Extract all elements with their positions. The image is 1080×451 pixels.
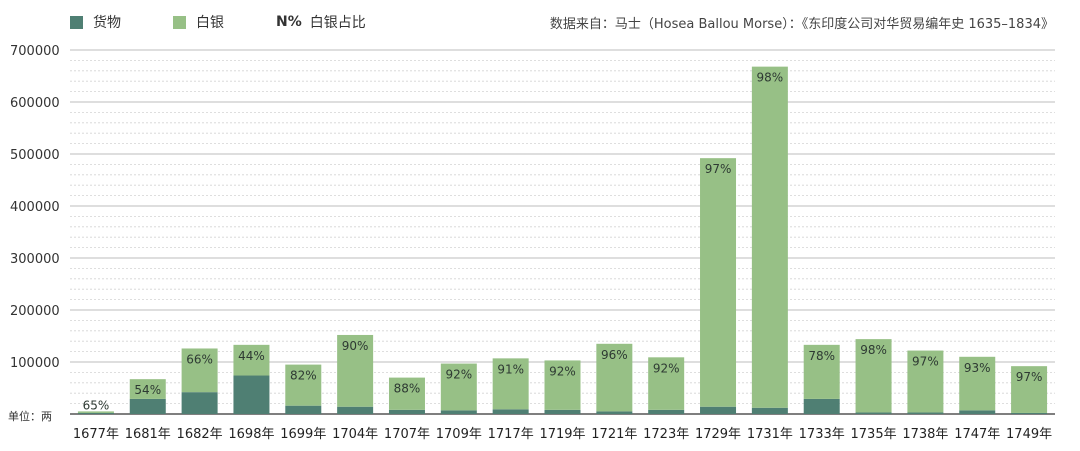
unit-label: 单位：两 xyxy=(8,410,52,423)
x-tick-label: 1698年 xyxy=(228,427,274,442)
bar-segment-goods xyxy=(337,406,374,414)
bar-segment-goods xyxy=(77,412,114,414)
legend-label-pct: 白银占比 xyxy=(309,15,366,31)
pct-data-label: 78% xyxy=(808,349,835,363)
pct-data-label: 97% xyxy=(1016,370,1043,384)
x-tick-label: 1721年 xyxy=(591,427,637,442)
bar-segment-silver xyxy=(492,358,529,410)
pct-data-label: 92% xyxy=(445,368,472,382)
bar-segment-silver xyxy=(959,356,996,411)
y-tick-label: 600000 xyxy=(10,96,60,111)
bar-segment-goods xyxy=(544,409,581,414)
bar-segment-silver xyxy=(233,344,270,376)
bar-segment-silver xyxy=(440,363,477,411)
legend-pct-symbol: N% xyxy=(276,14,302,30)
y-tick-label: 100000 xyxy=(10,356,60,371)
x-tick-label: 1699年 xyxy=(280,427,326,442)
x-tick-label: 1729年 xyxy=(695,427,741,442)
x-tick-label: 1677年 xyxy=(73,427,119,442)
bar-segment-goods xyxy=(492,409,529,414)
pct-data-label: 66% xyxy=(186,352,213,366)
pct-data-label: 92% xyxy=(653,361,680,375)
bar-segment-silver xyxy=(648,357,685,410)
bar-segment-goods xyxy=(129,398,166,414)
y-tick-label: 400000 xyxy=(10,200,60,215)
x-tick-label: 1738年 xyxy=(902,427,948,442)
pct-data-label: 88% xyxy=(394,382,421,396)
y-tick-label: 700000 xyxy=(10,44,60,59)
pct-data-label: 44% xyxy=(238,349,265,363)
legend-swatch-silver xyxy=(173,15,186,29)
x-tick-label: 1682年 xyxy=(177,427,223,442)
legend-item-silver: 白银 xyxy=(173,12,224,32)
pct-data-label: 82% xyxy=(290,369,317,383)
x-tick-label: 1749年 xyxy=(1006,427,1052,442)
bar-segment-silver xyxy=(388,377,425,410)
bar-segment-silver xyxy=(907,350,944,413)
pct-data-label: 54% xyxy=(134,383,161,397)
x-tick-label: 1681年 xyxy=(125,427,171,442)
bar-segment-silver xyxy=(803,344,840,399)
bar-segment-silver xyxy=(700,158,737,407)
bar-segment-goods xyxy=(233,375,270,414)
pct-data-label: 98% xyxy=(757,71,784,85)
x-tick-label: 1707年 xyxy=(384,427,430,442)
y-tick-label: 200000 xyxy=(10,304,60,319)
source-note: 数据来自：马士（Hosea Ballou Morse）：《东印度公司对华贸易编年… xyxy=(549,17,1054,32)
bar-segment-silver xyxy=(129,379,166,399)
bar-segment-goods xyxy=(803,398,840,414)
pct-data-label: 96% xyxy=(601,348,628,362)
legend-label-silver: 白银 xyxy=(196,15,224,31)
x-tick-label: 1731年 xyxy=(747,427,793,442)
pct-data-label: 92% xyxy=(549,364,576,378)
x-tick-label: 1733年 xyxy=(799,427,845,442)
y-tick-label: 300000 xyxy=(10,252,60,267)
pct-data-label: 98% xyxy=(860,343,887,357)
bar-segment-goods xyxy=(907,412,944,414)
pct-data-label: 91% xyxy=(497,362,524,376)
bar-segment-goods xyxy=(959,410,996,414)
bar-segment-silver xyxy=(1011,366,1048,413)
bar-segment-silver xyxy=(77,411,114,413)
pct-data-label: 65% xyxy=(83,398,110,412)
x-tick-label: 1717年 xyxy=(488,427,534,442)
bar-segment-goods xyxy=(751,407,788,414)
pct-data-label: 90% xyxy=(342,339,369,353)
bar-segment-goods xyxy=(440,410,477,414)
legend-item-pct: N% 白银占比 xyxy=(276,12,366,32)
bar-segment-goods xyxy=(285,405,322,414)
bar-segment-goods xyxy=(1011,412,1048,414)
bar-segment-goods xyxy=(388,409,425,414)
legend-label-goods: 货物 xyxy=(93,15,121,31)
bar-segment-goods xyxy=(700,406,737,414)
pct-data-label: 97% xyxy=(705,162,732,176)
bar-segment-goods xyxy=(596,411,633,414)
bar-segment-goods xyxy=(855,412,892,414)
bar-segment-silver xyxy=(544,360,581,410)
x-tick-label: 1704年 xyxy=(332,427,378,442)
x-tick-label: 1723年 xyxy=(643,427,689,442)
bar-segment-silver xyxy=(285,364,322,406)
x-tick-label: 1719年 xyxy=(539,427,585,442)
bar-segment-goods xyxy=(181,392,218,414)
x-tick-label: 1735年 xyxy=(851,427,897,442)
y-tick-label: 500000 xyxy=(10,148,60,163)
bar-segment-silver xyxy=(751,66,788,408)
legend-swatch-goods xyxy=(70,15,83,29)
bar-segment-silver xyxy=(337,334,374,407)
bar-segment-goods xyxy=(648,409,685,414)
pct-data-label: 97% xyxy=(912,355,939,369)
bar-segment-silver xyxy=(596,343,633,412)
bar-segment-silver xyxy=(181,348,218,393)
legend-item-goods: 货物 xyxy=(70,12,121,32)
pct-data-label: 93% xyxy=(964,361,991,375)
legend: 货物 白银 N% 白银占比 xyxy=(70,12,418,32)
x-tick-label: 1747年 xyxy=(954,427,1000,442)
x-tick-label: 1709年 xyxy=(436,427,482,442)
bar-segment-silver xyxy=(855,339,892,413)
